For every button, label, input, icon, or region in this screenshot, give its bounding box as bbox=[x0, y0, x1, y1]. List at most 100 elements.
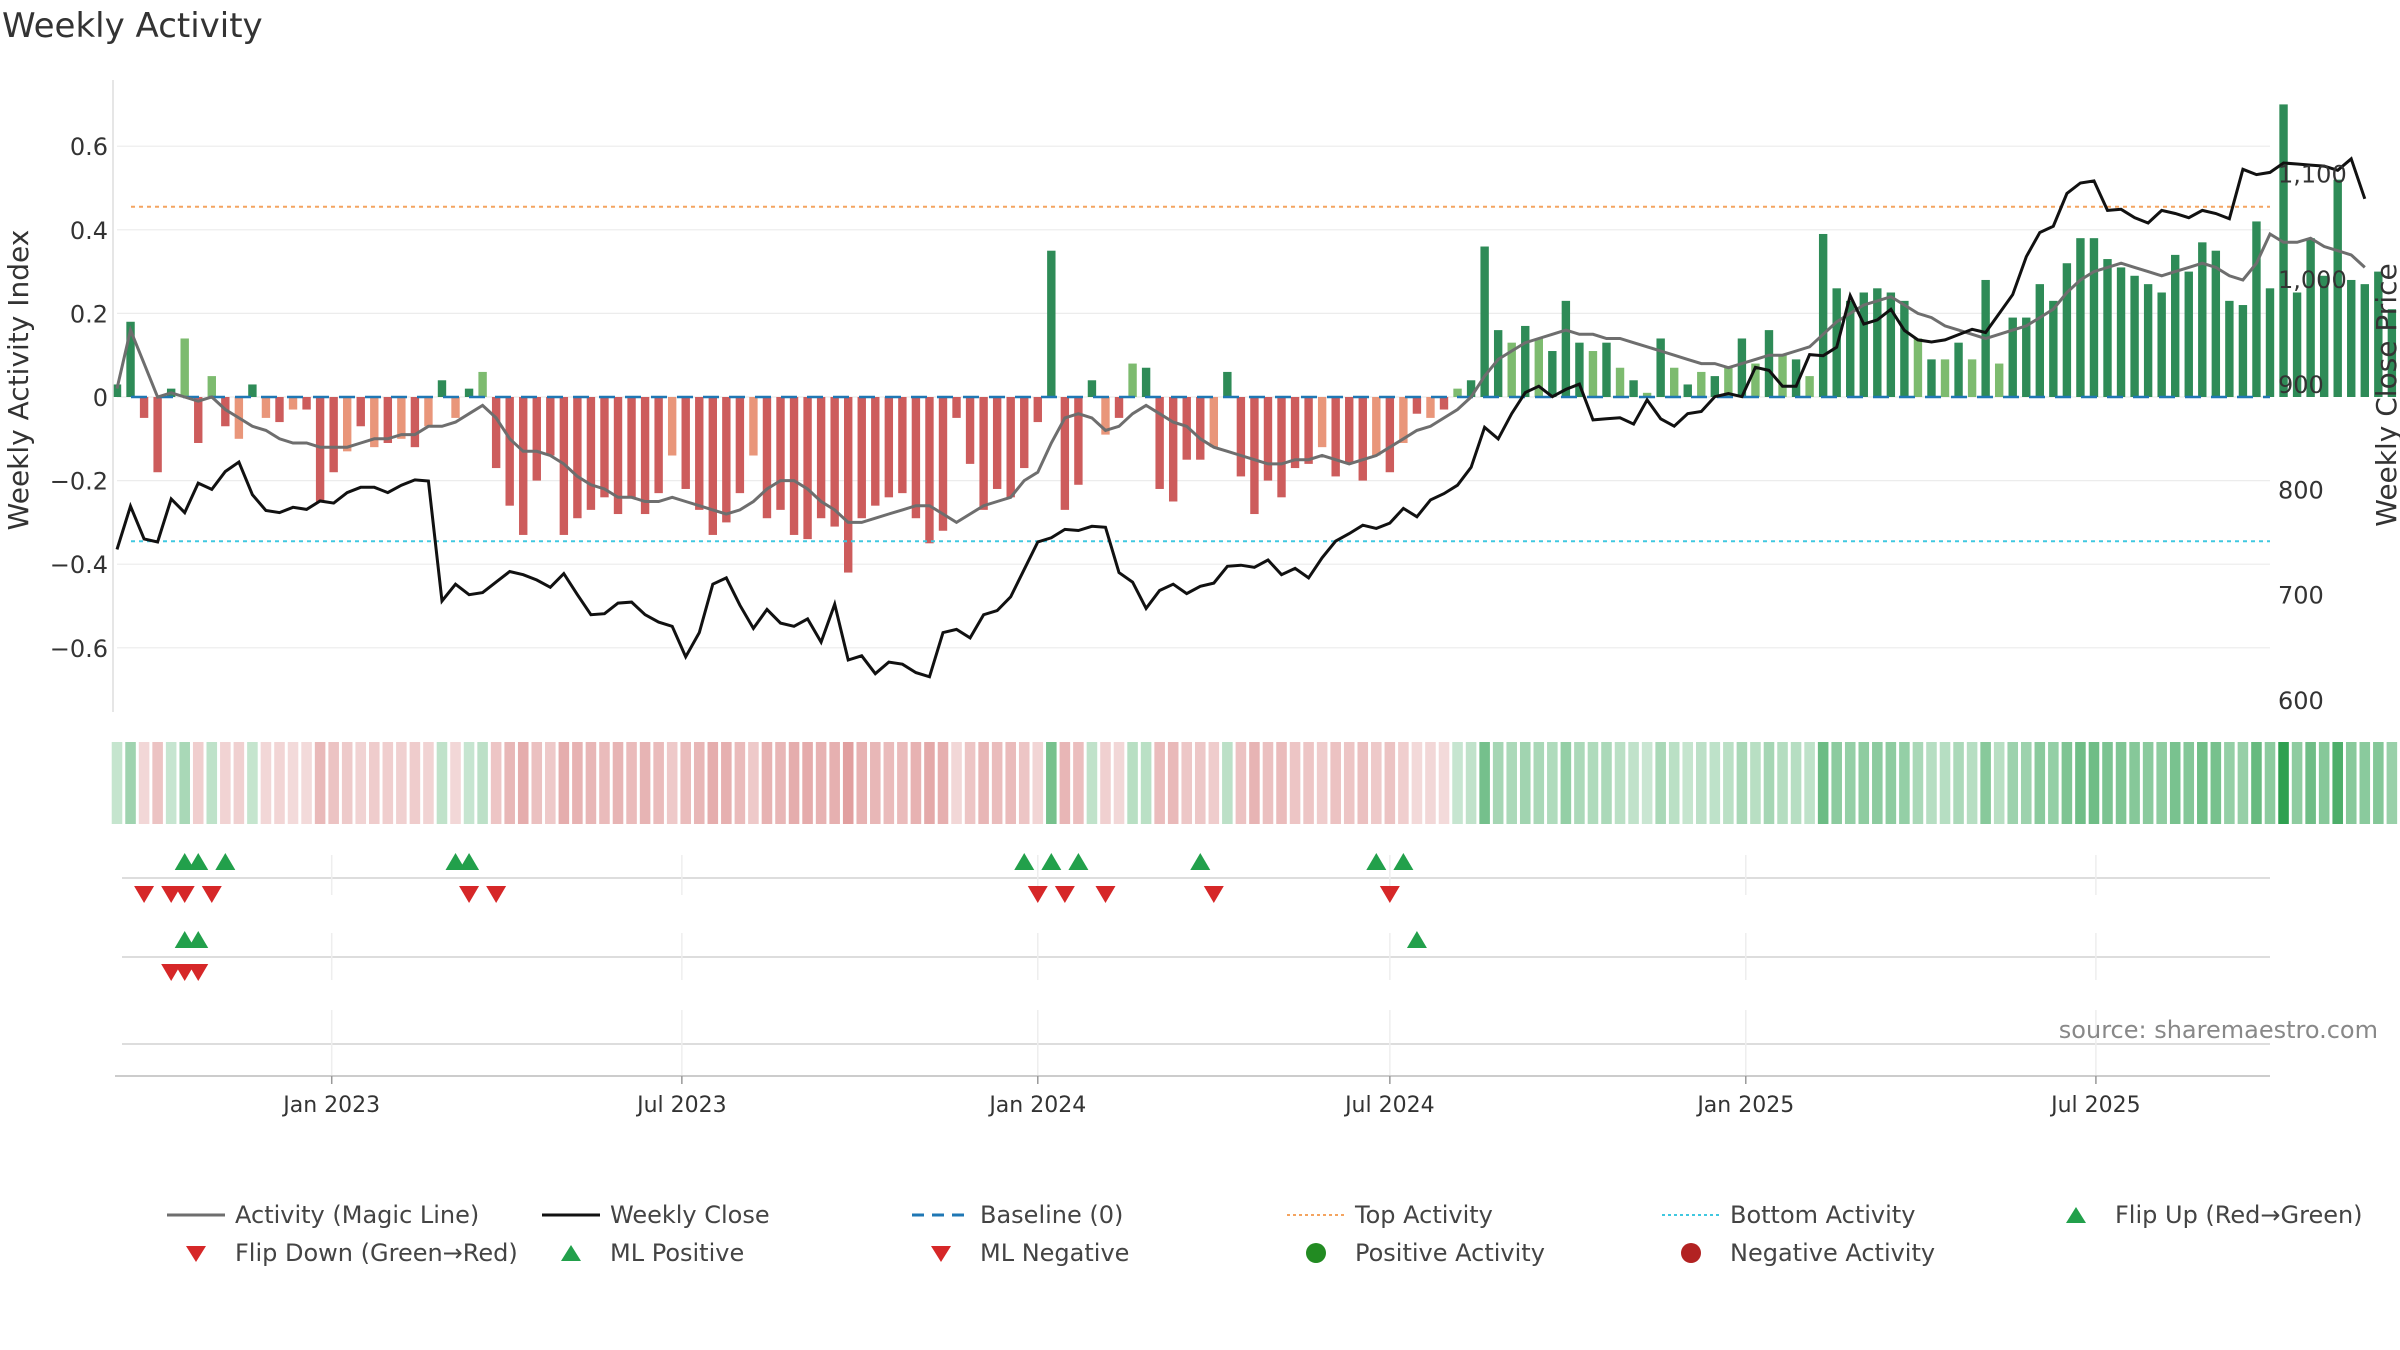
activity-bar bbox=[1453, 388, 1462, 397]
triangle-up-green-icon bbox=[540, 1238, 602, 1268]
strip-cell bbox=[1926, 742, 1937, 824]
activity-bar bbox=[2198, 242, 2207, 397]
strip-cell bbox=[2034, 742, 2046, 824]
reference-lines bbox=[131, 205, 2270, 543]
activity-bar bbox=[546, 397, 555, 456]
flip-up-marker bbox=[459, 853, 480, 870]
strip-cell bbox=[572, 742, 583, 824]
legend-label: Positive Activity bbox=[1355, 1239, 1545, 1267]
activity-bar bbox=[1412, 397, 1422, 414]
activity-bar bbox=[586, 397, 596, 510]
flip-down-marker bbox=[1203, 886, 1224, 903]
activity-bar bbox=[938, 397, 948, 531]
activity-bar bbox=[370, 397, 379, 448]
strip-cell bbox=[1858, 742, 1870, 824]
legend-item: Activity (Magic Line) bbox=[165, 1200, 479, 1230]
strip-cell bbox=[1398, 742, 1409, 824]
activity-bar bbox=[329, 397, 338, 473]
activity-bar bbox=[1168, 397, 1178, 502]
strip-cell bbox=[274, 742, 285, 824]
flip-down-marker bbox=[486, 886, 507, 903]
strip-cell bbox=[233, 742, 245, 824]
activity-bar bbox=[424, 397, 433, 427]
strip-cell bbox=[152, 742, 163, 824]
activity-heat-strip bbox=[111, 742, 2398, 824]
strip-cell bbox=[206, 742, 218, 824]
strip-cell bbox=[815, 742, 827, 824]
x-tick-label: Jan 2025 bbox=[1695, 1093, 1794, 1118]
activity-bar bbox=[1290, 397, 1300, 469]
strip-cell bbox=[1127, 742, 1138, 824]
activity-bar bbox=[1196, 397, 1205, 460]
strip-cell bbox=[1032, 742, 1044, 824]
activity-bar bbox=[2211, 250, 2221, 397]
strip-cell bbox=[1844, 742, 1856, 824]
strip-cell bbox=[653, 742, 664, 824]
strip-cell bbox=[1492, 742, 1504, 824]
activity-bar bbox=[532, 397, 541, 481]
strip-cell bbox=[220, 742, 231, 824]
activity-bar bbox=[2265, 288, 2275, 397]
strip-cell bbox=[368, 742, 380, 824]
strip-cell bbox=[1073, 742, 1084, 824]
strip-cell bbox=[463, 742, 475, 824]
activity-bar bbox=[1493, 330, 1503, 397]
activity-bar bbox=[1683, 384, 1692, 397]
activity-bar bbox=[2184, 271, 2193, 397]
activity-bar bbox=[397, 397, 406, 439]
activity-bar bbox=[1994, 363, 2004, 397]
strip-cell bbox=[1993, 742, 2005, 824]
strip-cell bbox=[1560, 742, 1572, 824]
strip-cell bbox=[490, 742, 502, 824]
activity-bar bbox=[1128, 363, 1137, 397]
strip-cell bbox=[2102, 742, 2113, 824]
activity-bar bbox=[126, 321, 135, 397]
activity-bar bbox=[830, 397, 839, 527]
strip-cell bbox=[1736, 742, 1748, 824]
strip-cell bbox=[1709, 742, 1721, 824]
activity-bar bbox=[1534, 338, 1543, 397]
activity-bar bbox=[1304, 397, 1313, 464]
y-tick-label: 0 bbox=[93, 384, 108, 412]
activity-bar bbox=[2360, 284, 2369, 397]
legend-label: Negative Activity bbox=[1730, 1239, 1936, 1267]
activity-bar bbox=[2116, 267, 2126, 397]
strip-cell bbox=[802, 742, 813, 824]
strip-cell bbox=[761, 742, 773, 824]
flip-down-marker bbox=[134, 886, 155, 903]
y2-tick-label: 600 bbox=[2278, 687, 2324, 715]
flip-markers bbox=[122, 853, 2270, 1075]
strip-cell bbox=[125, 742, 136, 824]
strip-cell bbox=[1912, 742, 1924, 824]
x-axis: Jan 2023 Jul 2023 Jan 2024 Jul 2024 Jan 2025… bbox=[115, 1075, 2270, 1118]
strip-cell bbox=[1452, 742, 1463, 824]
activity-bar bbox=[2252, 221, 2261, 397]
strip-cell bbox=[1059, 742, 1071, 824]
activity-bar bbox=[1466, 380, 1476, 397]
y-tick-label: 0.4 bbox=[70, 217, 108, 245]
strip-cell bbox=[1154, 742, 1165, 824]
activity-bar bbox=[1521, 325, 1530, 397]
strip-cell bbox=[1777, 742, 1788, 824]
strip-cell bbox=[1046, 742, 1057, 824]
activity-bar bbox=[2292, 292, 2302, 397]
activity-bar bbox=[288, 397, 298, 410]
strip-cell bbox=[978, 742, 989, 824]
y2-tick-label: 1,100 bbox=[2278, 161, 2347, 189]
activity-bar bbox=[302, 397, 311, 410]
strip-cell bbox=[1574, 742, 1585, 824]
strip-cell bbox=[1411, 742, 1423, 824]
activity-bar bbox=[356, 397, 365, 427]
activity-bar bbox=[1006, 397, 1015, 498]
activity-bar bbox=[1209, 397, 1219, 448]
activity-bar bbox=[1277, 397, 1286, 498]
legend-label: Weekly Close bbox=[610, 1201, 770, 1229]
strip-cell bbox=[856, 742, 868, 824]
strip-cell bbox=[1357, 742, 1369, 824]
activity-bar bbox=[1074, 397, 1083, 485]
strip-cell bbox=[707, 742, 719, 824]
activity-bar bbox=[2089, 238, 2099, 397]
flip-down-marker bbox=[1095, 886, 1116, 903]
strip-cell bbox=[1384, 742, 1396, 824]
strip-cell bbox=[2156, 742, 2167, 824]
